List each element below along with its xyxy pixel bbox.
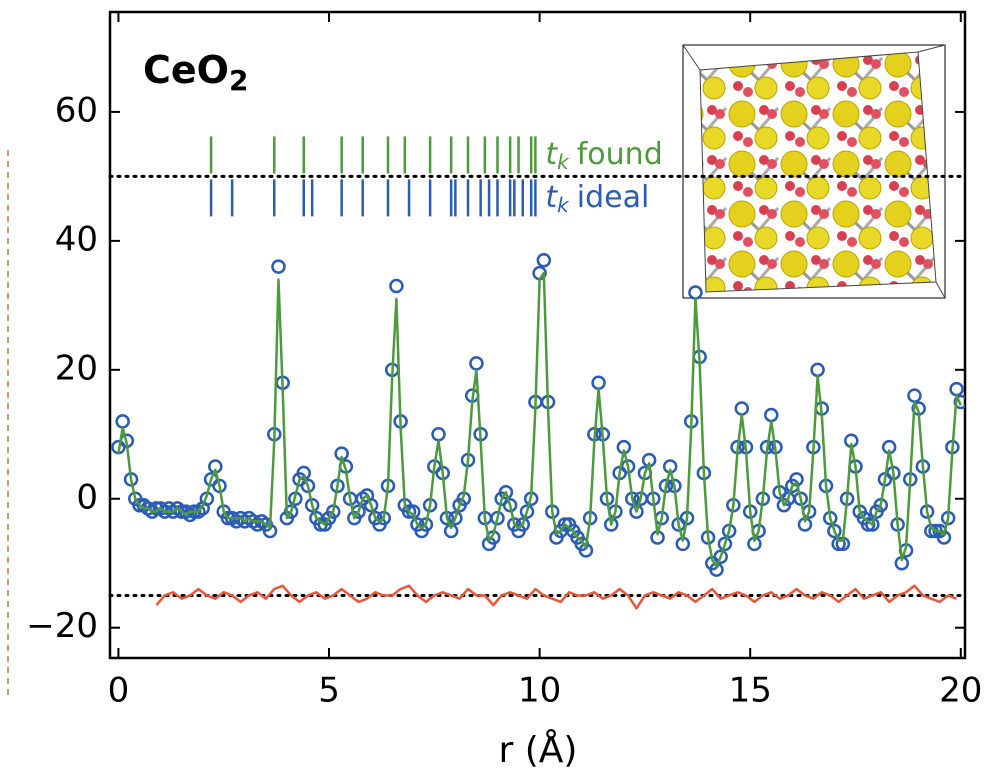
y-tick-label: −20 xyxy=(26,606,98,646)
x-tick-label: 5 xyxy=(318,671,340,711)
tk-symbol-sub: k xyxy=(557,149,570,173)
chart-title: CeO2 xyxy=(143,48,248,98)
y-tick-label: 60 xyxy=(55,90,98,130)
plot-area xyxy=(112,254,966,608)
x-tick-label: 15 xyxy=(729,671,772,711)
data-point xyxy=(538,254,550,266)
data-point xyxy=(117,415,129,427)
data-point xyxy=(736,402,748,414)
data-point xyxy=(470,357,482,369)
y-tick-label: 40 xyxy=(55,219,98,259)
tk-symbol-sub: k xyxy=(557,192,570,216)
data-point xyxy=(593,377,605,389)
data-point xyxy=(908,390,920,402)
chart: CeO2 r (Å) −20020406005101520tkfoundtkid… xyxy=(0,0,995,775)
data-point xyxy=(765,409,777,421)
data-point xyxy=(433,428,445,440)
y-tick-label: 0 xyxy=(76,477,98,517)
x-tick-label: 10 xyxy=(518,671,561,711)
title-subscript: 2 xyxy=(229,64,248,97)
data-point xyxy=(390,280,402,292)
y-tick-label: 20 xyxy=(55,348,98,388)
tk-name: found xyxy=(577,136,663,171)
tk-name: ideal xyxy=(577,179,650,214)
x-tick-label: 0 xyxy=(108,671,130,711)
data-point xyxy=(272,261,284,273)
data-point xyxy=(812,364,824,376)
x-axis-label: r (Å) xyxy=(499,728,578,771)
data-point xyxy=(951,383,963,395)
data-line xyxy=(156,586,956,609)
title-text: CeO xyxy=(143,48,229,92)
page: CeO2 r (Å) −20020406005101520tkfoundtkid… xyxy=(0,0,995,775)
x-tick-label: 20 xyxy=(939,671,982,711)
inset-structure xyxy=(683,45,945,298)
